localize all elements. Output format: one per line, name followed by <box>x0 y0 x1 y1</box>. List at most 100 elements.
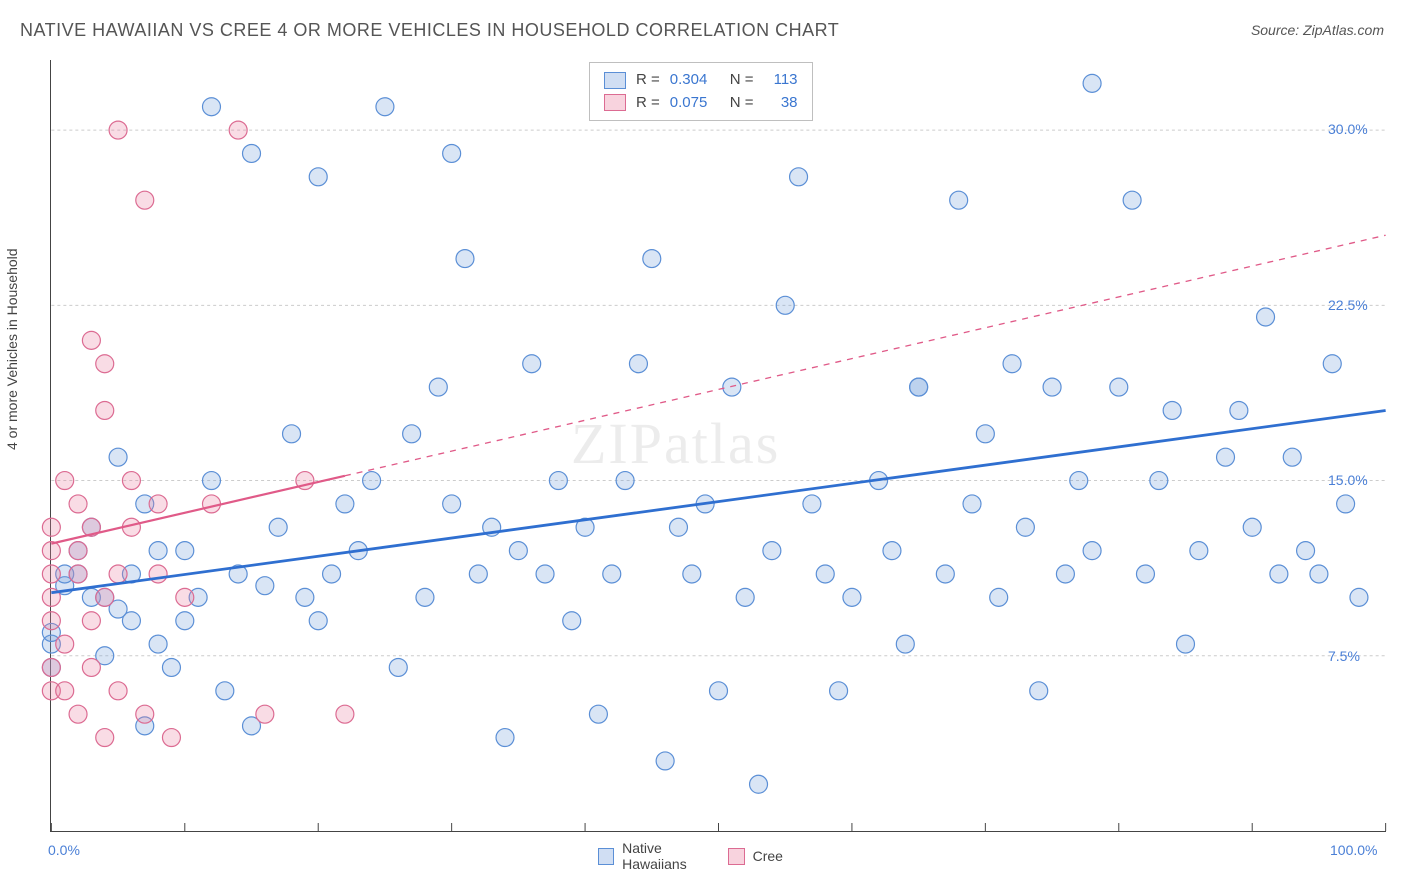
data-point <box>82 612 100 630</box>
plot-area: ZIPatlas R =0.304N =113R =0.075N =38 <box>50 60 1386 832</box>
y-axis-label: 4 or more Vehicles in Household <box>4 248 20 450</box>
n-label: N = <box>730 92 754 115</box>
data-point <box>162 729 180 747</box>
data-point <box>69 705 87 723</box>
data-point <box>69 542 87 560</box>
data-point <box>656 752 674 770</box>
y-tick-label: 15.0% <box>1328 472 1368 488</box>
data-point <box>469 565 487 583</box>
data-point <box>443 144 461 162</box>
data-point <box>42 518 60 536</box>
data-point <box>496 729 514 747</box>
data-point <box>269 518 287 536</box>
data-point <box>56 472 74 490</box>
data-point <box>42 565 60 583</box>
data-point <box>389 658 407 676</box>
data-point <box>1230 401 1248 419</box>
r-label: R = <box>636 69 660 92</box>
data-point <box>229 121 247 139</box>
data-point <box>1043 378 1061 396</box>
data-point <box>176 542 194 560</box>
data-point <box>1270 565 1288 583</box>
data-point <box>136 191 154 209</box>
data-point <box>643 250 661 268</box>
trendline-dashed <box>345 235 1386 476</box>
data-point <box>830 682 848 700</box>
data-point <box>109 682 127 700</box>
data-point <box>616 472 634 490</box>
data-point <box>589 705 607 723</box>
data-point <box>1337 495 1355 513</box>
data-point <box>896 635 914 653</box>
stats-row: R = 0.304 N = 113 <box>604 69 798 92</box>
data-point <box>603 565 621 583</box>
r-label: R = <box>636 92 660 115</box>
data-point <box>376 98 394 116</box>
series-swatch <box>604 94 626 111</box>
n-label: N = <box>730 69 754 92</box>
data-point <box>69 495 87 513</box>
data-point <box>1163 401 1181 419</box>
data-point <box>629 355 647 373</box>
data-point <box>149 635 167 653</box>
data-point <box>443 495 461 513</box>
stats-box: R = 0.304 N = 113R =0.075N =38 <box>589 62 813 121</box>
data-point <box>202 472 220 490</box>
y-tick-label: 7.5% <box>1328 648 1360 664</box>
data-point <box>109 121 127 139</box>
data-point <box>910 378 928 396</box>
data-point <box>96 588 114 606</box>
data-point <box>1283 448 1301 466</box>
data-point <box>950 191 968 209</box>
data-point <box>1136 565 1154 583</box>
data-point <box>803 495 821 513</box>
data-point <box>176 612 194 630</box>
stats-row: R =0.075N =38 <box>604 92 798 115</box>
data-point <box>96 729 114 747</box>
data-point <box>149 542 167 560</box>
trendline-solid <box>51 410 1385 592</box>
legend-swatch <box>728 848 744 865</box>
data-point <box>1323 355 1341 373</box>
data-point <box>42 542 60 560</box>
data-point <box>816 565 834 583</box>
data-point <box>1030 682 1048 700</box>
data-point <box>963 495 981 513</box>
data-point <box>1177 635 1195 653</box>
data-point <box>176 588 194 606</box>
data-point <box>1243 518 1261 536</box>
data-point <box>56 635 74 653</box>
n-value: 113 <box>764 69 798 92</box>
data-point <box>202 495 220 513</box>
data-point <box>1003 355 1021 373</box>
data-point <box>403 425 421 443</box>
y-tick-label: 30.0% <box>1328 121 1368 137</box>
data-point <box>309 168 327 186</box>
data-point <box>1056 565 1074 583</box>
x-tick-label: 0.0% <box>48 842 80 858</box>
data-point <box>883 542 901 560</box>
data-point <box>96 355 114 373</box>
data-point <box>336 705 354 723</box>
data-point <box>1123 191 1141 209</box>
data-point <box>82 658 100 676</box>
data-point <box>536 565 554 583</box>
data-point <box>976 425 994 443</box>
legend-swatch <box>598 848 614 865</box>
data-point <box>1190 542 1208 560</box>
data-point <box>776 296 794 314</box>
data-point <box>122 472 140 490</box>
chart-container: NATIVE HAWAIIAN VS CREE 4 OR MORE VEHICL… <box>0 0 1406 892</box>
data-point <box>429 378 447 396</box>
data-point <box>243 144 261 162</box>
data-point <box>256 705 274 723</box>
r-value: 0.304 <box>670 69 720 92</box>
data-point <box>736 588 754 606</box>
data-point <box>56 682 74 700</box>
data-point <box>296 588 314 606</box>
data-point <box>82 331 100 349</box>
legend-label: Cree <box>753 848 783 864</box>
data-point <box>109 448 127 466</box>
trendline-solid <box>51 476 345 544</box>
data-point <box>42 658 60 676</box>
